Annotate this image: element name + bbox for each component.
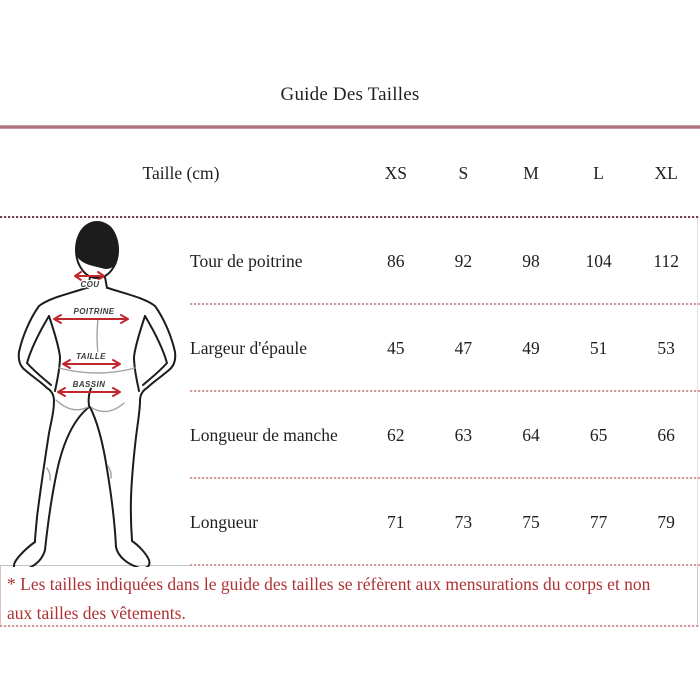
hair-shape: [75, 221, 119, 269]
table-row: Largeur d'épaule 45 47 49 51 53: [0, 305, 700, 392]
hips-label: BASSIN: [73, 380, 106, 389]
header-divider: [0, 216, 700, 218]
size-header-xs: XS: [384, 162, 407, 183]
cell-value: 77: [589, 512, 608, 532]
row-label: Longueur de manche: [190, 425, 338, 445]
neck-arrow-icon: [74, 271, 105, 281]
row-label: Largeur d'épaule: [190, 338, 308, 358]
cell-value: 75: [522, 512, 540, 532]
table-row: Longueur de manche 62 63 64 65 66: [0, 392, 700, 479]
neck-label: COU: [81, 280, 100, 289]
cell-value: 92: [454, 251, 473, 271]
table-header-row: Taille (cm) XS S M L XL: [0, 130, 700, 216]
title-rule: [0, 125, 700, 129]
table-row: Longueur 71 73 75 77 79: [0, 479, 700, 566]
waist-label: TAILLE: [76, 352, 106, 361]
cell-value: 79: [657, 512, 675, 532]
figure-baseline-rule: [0, 565, 190, 566]
table-right-border: [697, 218, 698, 566]
row-label: Tour de poitrine: [190, 251, 303, 271]
row-label: Longueur: [190, 512, 259, 532]
units-header: Taille (cm): [142, 162, 220, 183]
cell-value: 71: [387, 512, 405, 532]
size-header-xl: XL: [654, 162, 678, 183]
footnote-line-2: aux tailles des vêtements.: [7, 603, 186, 623]
cell-value: 98: [522, 251, 540, 271]
cell-value: 47: [454, 338, 473, 358]
cell-value: 63: [454, 425, 473, 445]
chest-label: POITRINE: [74, 307, 115, 316]
footnote-line-1: * Les tailles indiquées dans le guide de…: [7, 574, 651, 594]
cell-value: 86: [387, 251, 405, 271]
hips-arrow-icon: [57, 387, 121, 397]
cell-value: 51: [589, 338, 608, 358]
size-header-l: L: [593, 162, 604, 183]
cell-value: 104: [585, 251, 612, 271]
cell-value: 66: [657, 425, 675, 445]
cell-value: 49: [522, 338, 540, 358]
size-header-m: M: [523, 162, 539, 183]
table-row: Tour de poitrine 86 92 98 104 112: [0, 218, 700, 305]
size-header-s: S: [458, 162, 469, 183]
body-measurement-figure: COU POITRINE TAILLE BASSIN: [13, 221, 177, 567]
cell-value: 64: [522, 425, 540, 445]
cell-value: 62: [387, 425, 405, 445]
table-body: Tour de poitrine 86 92 98 104 112 Largeu…: [0, 218, 700, 566]
chest-arrow-icon: [53, 314, 129, 324]
cell-value: 73: [454, 512, 473, 532]
footnote-left-border: [0, 566, 1, 625]
body-outline: [13, 221, 177, 567]
footnote-right-border: [697, 566, 698, 625]
cell-value: 53: [657, 338, 675, 358]
footnote-bottom-rule: [0, 625, 700, 627]
clothing-detail-lines: [46, 318, 136, 481]
cell-value: 65: [589, 425, 608, 445]
footnote: * Les tailles indiquées dans le guide de…: [0, 566, 700, 626]
waist-arrow-icon: [62, 359, 121, 369]
cell-value: 45: [387, 338, 405, 358]
page-title: Guide Des Tailles: [280, 84, 420, 105]
cell-value: 112: [653, 251, 679, 271]
